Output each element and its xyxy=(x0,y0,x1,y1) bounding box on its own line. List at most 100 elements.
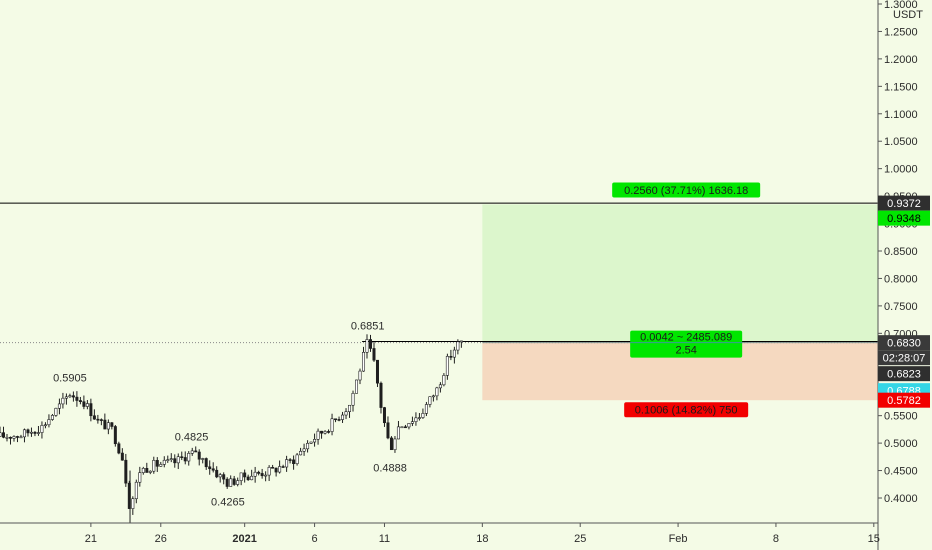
candle xyxy=(211,462,215,473)
y-tick-label: 1.2000 xyxy=(884,54,918,66)
candle xyxy=(99,418,103,426)
candle xyxy=(309,441,313,444)
y-tick-label: 0.4500 xyxy=(884,466,918,478)
candle xyxy=(204,457,208,470)
price-annotation: 0.4825 xyxy=(175,432,209,444)
candle xyxy=(222,472,226,485)
candle xyxy=(96,414,100,424)
candle xyxy=(173,454,177,468)
candle xyxy=(50,413,54,421)
candle xyxy=(190,447,194,456)
candle xyxy=(281,464,285,468)
price-tag: 0.5782 xyxy=(878,392,930,408)
candle xyxy=(288,458,292,464)
candle xyxy=(159,461,163,467)
candle xyxy=(417,413,421,421)
y-tick-label: 0.7500 xyxy=(884,301,918,313)
candle xyxy=(250,469,254,481)
candle xyxy=(400,426,404,429)
candle xyxy=(442,373,446,387)
candle xyxy=(337,416,341,422)
candle xyxy=(169,453,173,463)
candle xyxy=(36,425,40,436)
price-annotation: 0.4888 xyxy=(373,462,407,474)
candle xyxy=(106,419,110,435)
candle xyxy=(348,404,352,418)
svg-text:0.2560 (37.71%) 1636.18: 0.2560 (37.71%) 1636.18 xyxy=(624,185,748,197)
candle xyxy=(239,472,243,486)
candle xyxy=(327,429,331,434)
candle xyxy=(264,471,268,482)
candle xyxy=(386,416,390,440)
y-tick-label: 1.0000 xyxy=(884,164,918,176)
candle xyxy=(75,391,79,407)
svg-text:0.6823: 0.6823 xyxy=(887,369,921,381)
candle xyxy=(431,394,435,402)
candle xyxy=(43,422,47,429)
candle xyxy=(82,395,86,410)
svg-text:0.6830: 0.6830 xyxy=(887,338,921,350)
candle xyxy=(379,381,383,414)
candle xyxy=(19,434,23,439)
y-tick-label: 1.1000 xyxy=(884,109,918,121)
candle xyxy=(78,396,82,405)
candle xyxy=(341,411,345,423)
candle xyxy=(68,393,72,398)
candle xyxy=(92,409,96,420)
candle xyxy=(330,413,334,436)
candle xyxy=(421,408,425,419)
stop-label[interactable]: 0.1006 (14.82%) 750 xyxy=(624,402,749,418)
y-tick-label: 0.5500 xyxy=(884,411,918,423)
candle xyxy=(267,465,271,481)
candle xyxy=(306,440,310,453)
candle xyxy=(316,428,320,445)
time-axis[interactable]: 21 26 2021 6 11 18 25 Feb 8 15 xyxy=(0,522,880,545)
position-zones xyxy=(482,204,878,401)
candle xyxy=(246,474,250,481)
candle xyxy=(57,398,61,415)
candle xyxy=(313,433,317,447)
candle xyxy=(208,460,212,475)
candle xyxy=(176,453,180,470)
y-tick-label: 0.8500 xyxy=(884,246,918,258)
price-axis[interactable]: USDT 1.3000 1.2500 1.2000 1.1500 1.1000 1.050… xyxy=(877,0,932,550)
candle xyxy=(334,418,338,423)
candle xyxy=(396,420,400,440)
candle xyxy=(152,456,156,474)
x-tick-label: 6 xyxy=(312,533,318,545)
candle xyxy=(201,457,205,464)
target-label[interactable]: 0.2560 (37.71%) 1636.18 xyxy=(612,182,761,198)
price-annotation: 0.4265 xyxy=(211,496,245,508)
candle xyxy=(47,414,51,428)
candle xyxy=(278,460,282,474)
candle xyxy=(229,475,233,487)
candle xyxy=(253,466,257,483)
svg-text:0.5782: 0.5782 xyxy=(887,395,921,407)
candle xyxy=(131,496,135,515)
candle xyxy=(449,349,453,361)
candle xyxy=(155,457,159,472)
candle xyxy=(271,464,275,469)
candle xyxy=(438,382,442,393)
candle xyxy=(15,435,19,443)
candle xyxy=(194,446,198,453)
candle xyxy=(124,453,128,487)
candle xyxy=(362,346,366,372)
candle xyxy=(0,426,2,437)
candle xyxy=(1,426,5,439)
svg-text:02:28:07: 02:28:07 xyxy=(883,353,926,365)
price-tag: 0.6830 xyxy=(878,335,930,351)
candle xyxy=(218,472,222,483)
candle xyxy=(410,416,414,427)
candle xyxy=(117,441,121,455)
candle xyxy=(292,455,296,470)
svg-text:0.9372: 0.9372 xyxy=(887,198,921,210)
candle xyxy=(459,340,463,348)
y-tick-label: 1.2500 xyxy=(884,26,918,38)
candle xyxy=(61,392,65,409)
candle xyxy=(183,451,187,465)
x-tick-label: 8 xyxy=(773,533,779,545)
candle xyxy=(22,428,26,443)
